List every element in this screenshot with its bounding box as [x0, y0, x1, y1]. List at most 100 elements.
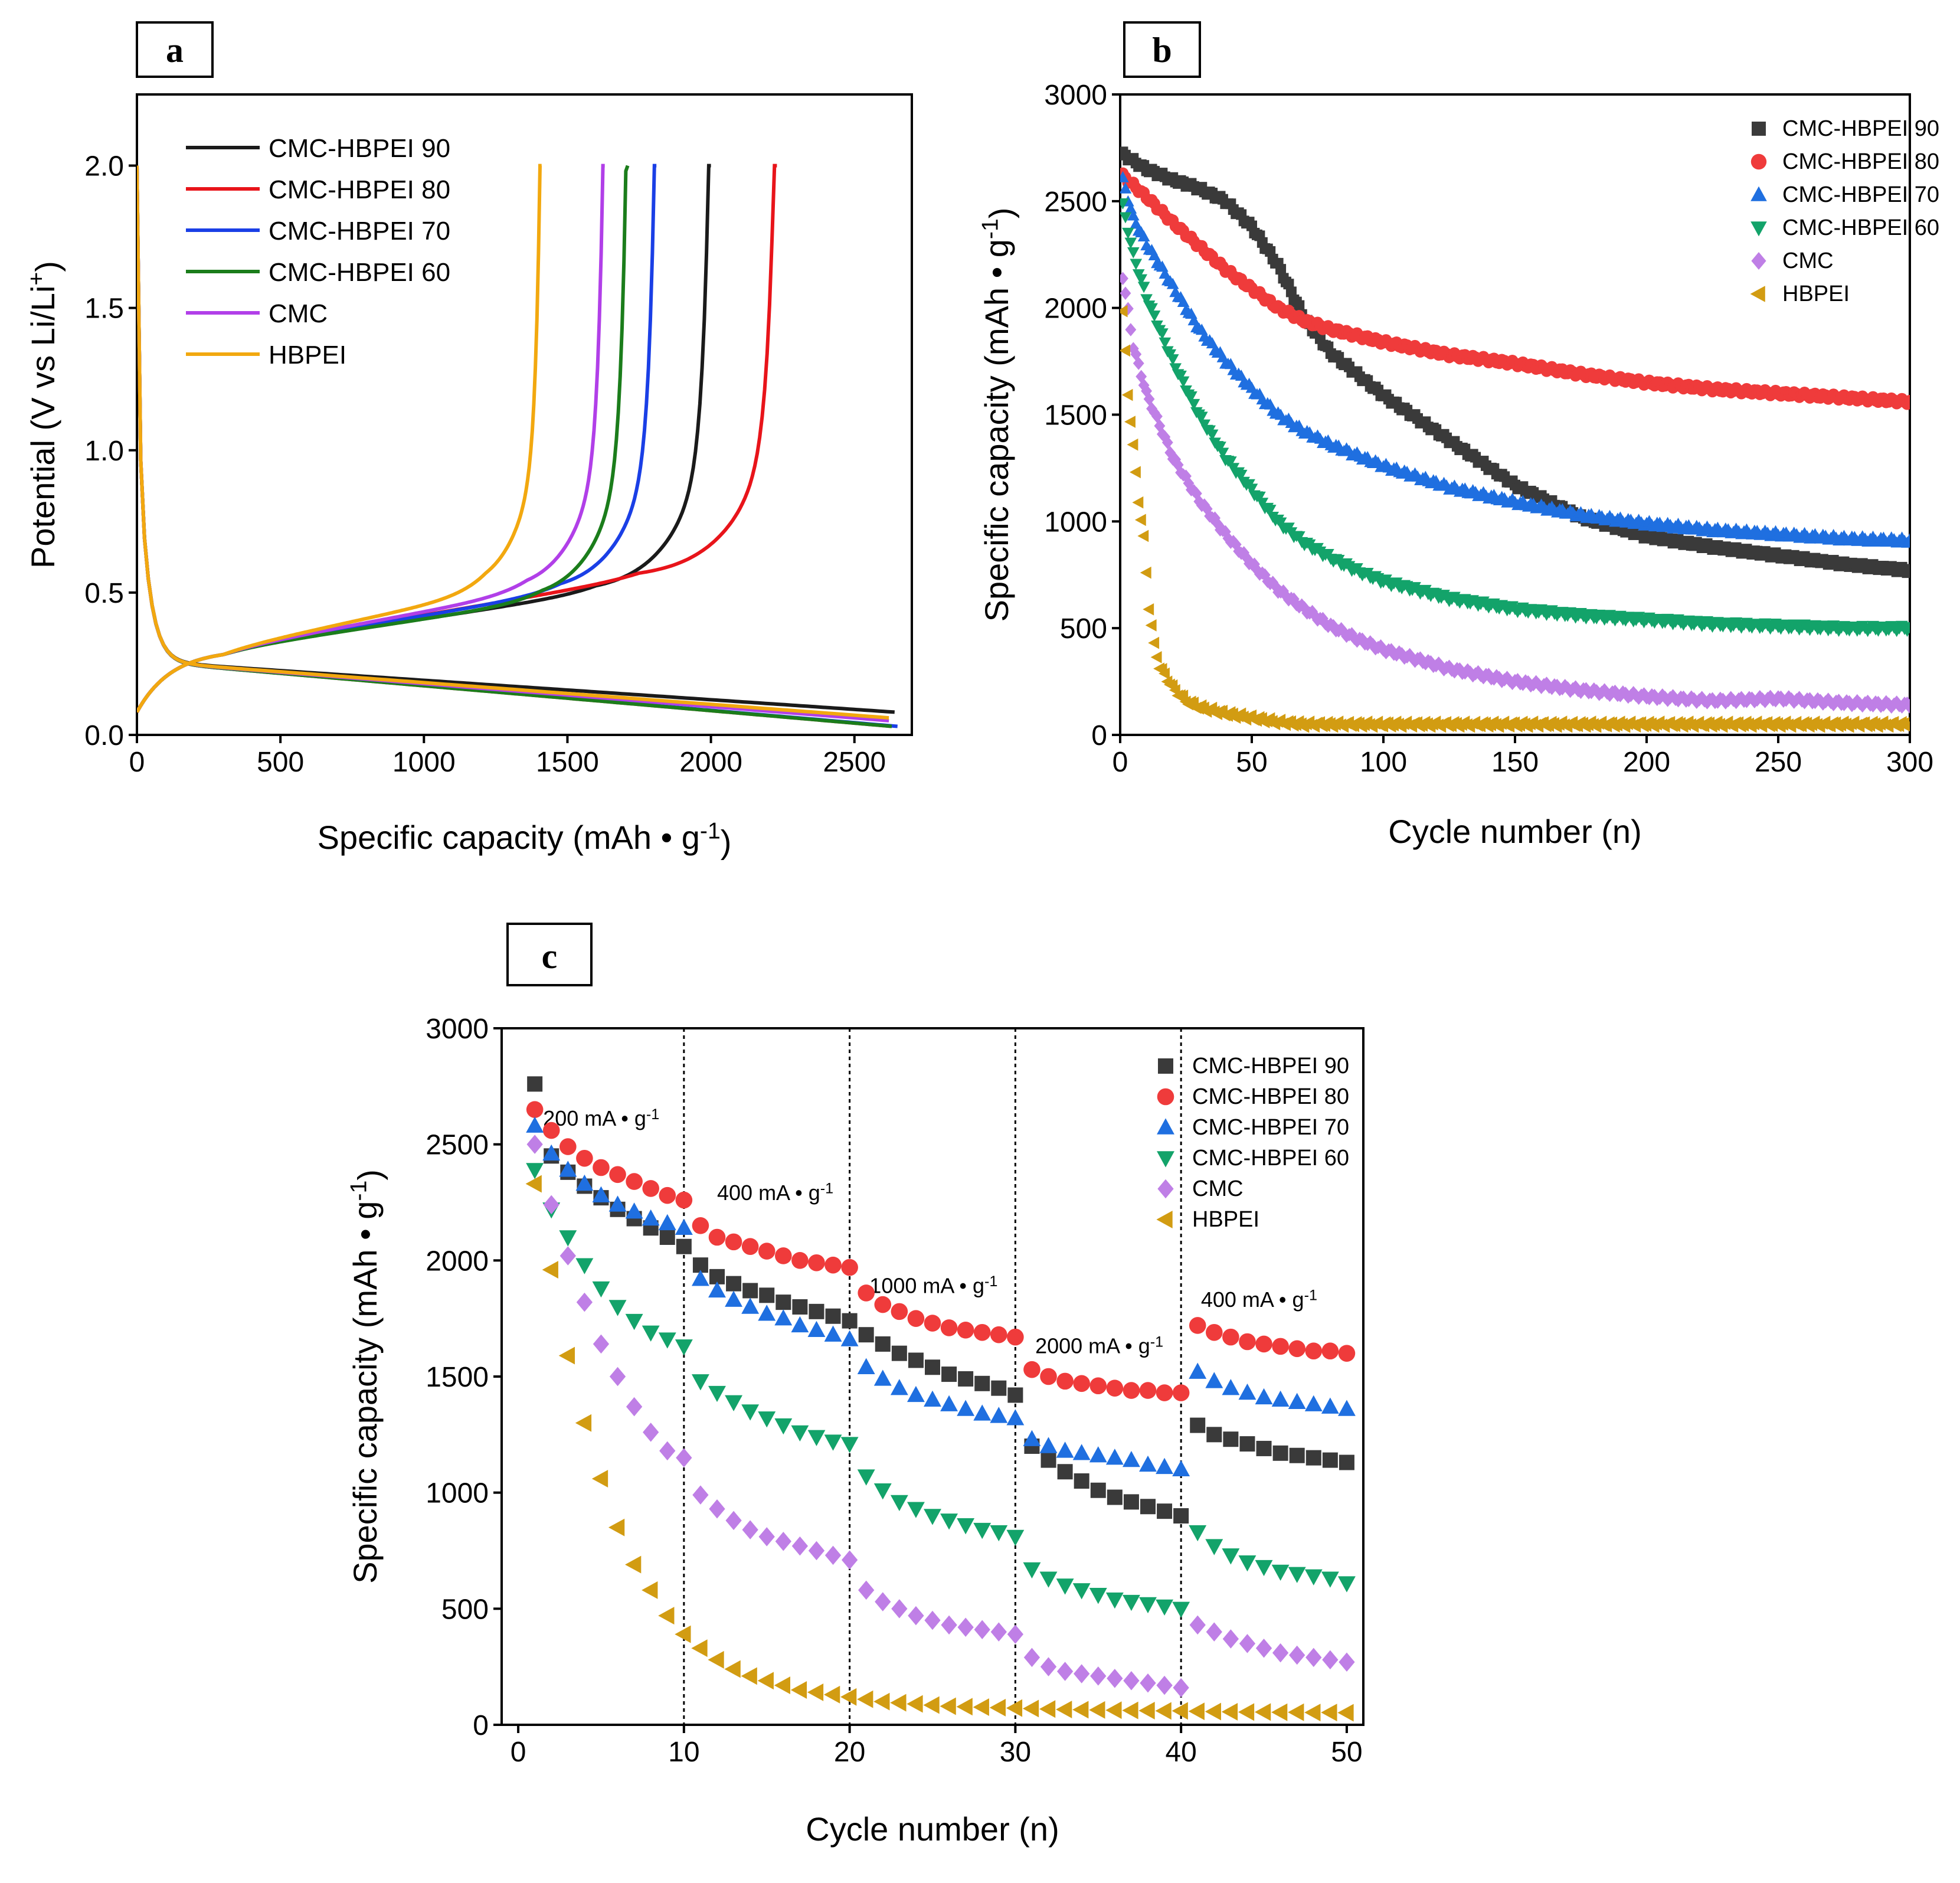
point-cmc-hbpei-80: [1040, 1368, 1057, 1385]
x-tick-label: 200: [1623, 747, 1670, 778]
point-hbpei: [1188, 1702, 1205, 1721]
point-cmc: [1309, 609, 1321, 623]
point-hbpei: [591, 1470, 608, 1488]
point-cmc: [824, 1545, 842, 1565]
point-cmc-hbpei-80: [1172, 1384, 1190, 1401]
point-cmc-hbpei-60: [1271, 1564, 1290, 1581]
point-cmc: [1074, 1664, 1090, 1683]
point-cmc-hbpei-60: [1156, 1599, 1174, 1616]
panel-a: 0 500 1000 1500 2000 2500 0.0 0.5 1.0 1.5 2.0 a Spec…: [24, 21, 913, 861]
point-cmc-hbpei-60: [1288, 1567, 1306, 1583]
point-cmc-hbpei-80: [1206, 1323, 1223, 1341]
point-hbpei: [708, 1650, 724, 1669]
point-cmc-hbpei-60: [1189, 1525, 1207, 1542]
rate-label: 400 mA • g-1: [1201, 1287, 1317, 1312]
y-tick-label: 0: [473, 1710, 489, 1741]
point-hbpei: [989, 1698, 1006, 1717]
point-cmc-hbpei-70: [1156, 1457, 1174, 1475]
point-cmc-hbpei-80: [526, 1101, 544, 1118]
legend-label-cmc-hbpei-70: CMC-HBPEI 70: [1782, 182, 1939, 207]
point-cmc-hbpei-60: [608, 1300, 627, 1316]
point-cmc-hbpei-60: [1130, 259, 1143, 270]
point-cmc: [1123, 1671, 1140, 1691]
point-hbpei: [1288, 1703, 1304, 1721]
point-cmc: [1148, 406, 1160, 420]
point-hbpei: [1006, 1699, 1023, 1717]
point-cmc-hbpei-80: [593, 1159, 610, 1176]
point-hbpei: [790, 1681, 807, 1699]
point-cmc-hbpei-60: [1146, 303, 1158, 315]
point-cmc: [1189, 1615, 1206, 1635]
point-hbpei: [575, 1414, 592, 1432]
point-cmc: [1056, 1662, 1074, 1681]
point-cmc-hbpei-80: [891, 1303, 908, 1320]
legend-marker-cmc-hbpei-80: [1750, 153, 1767, 170]
point-hbpei: [1056, 1701, 1072, 1718]
x-tick-label: 100: [1360, 747, 1407, 778]
legend-marker-hbpei: [1750, 286, 1765, 302]
x-axis-label: Cycle number (n): [806, 1810, 1059, 1848]
point-cmc: [1040, 1657, 1057, 1676]
point-hbpei: [923, 1696, 940, 1714]
point-cmc-hbpei-90: [1289, 1447, 1305, 1463]
point-cmc-hbpei-80: [708, 1228, 726, 1246]
point-cmc-hbpei-80: [642, 1180, 659, 1197]
point-cmc: [1090, 1666, 1107, 1686]
legend-label-cmc-hbpei-70: CMC-HBPEI 70: [269, 217, 450, 246]
point-hbpei: [1022, 1699, 1039, 1718]
legend-label-cmc-hbpei-60: CMC-HBPEI 60: [269, 258, 450, 287]
point-cmc-hbpei-90: [1090, 1482, 1106, 1498]
point-hbpei: [1140, 566, 1151, 579]
point-cmc: [1904, 700, 1910, 714]
point-cmc-hbpei-60: [1235, 469, 1248, 481]
point-cmc-hbpei-90: [1190, 1417, 1206, 1433]
point-cmc-hbpei-90: [1223, 1431, 1239, 1447]
point-cmc: [1339, 1652, 1355, 1672]
point-hbpei: [1271, 1703, 1288, 1721]
point-cmc: [1141, 384, 1153, 398]
point-cmc: [1838, 698, 1850, 711]
point-cmc-hbpei-60: [907, 1502, 925, 1518]
point-cmc-hbpei-70: [608, 1195, 627, 1212]
x-tick-label: 1500: [536, 747, 599, 778]
y-tick-label: 2000: [1044, 293, 1107, 325]
point-cmc-hbpei-70: [1189, 1362, 1207, 1379]
point-cmc-hbpei-80: [1156, 1384, 1173, 1401]
point-cmc-hbpei-60: [1139, 1597, 1157, 1614]
point-cmc: [593, 1334, 610, 1354]
point-cmc-hbpei-60: [1321, 1571, 1339, 1588]
point-cmc: [1125, 323, 1137, 336]
y-tick-label: 1000: [1044, 506, 1107, 538]
legend-label-cmc-hbpei-90: CMC-HBPEI 90: [269, 134, 450, 163]
point-cmc-hbpei-70: [575, 1174, 594, 1191]
point-cmc-hbpei-70: [873, 1369, 892, 1386]
point-cmc-hbpei-90: [1206, 1427, 1222, 1443]
point-cmc-hbpei-60: [1105, 1592, 1124, 1609]
point-cmc: [775, 1532, 791, 1551]
legend-label-cmc-hbpei-90: CMC-HBPEI 90: [1192, 1054, 1349, 1078]
y-tick-label: 3000: [426, 1014, 489, 1045]
point-hbpei: [1120, 344, 1131, 357]
y-tick-label: 0: [1091, 720, 1107, 751]
point-cmc-hbpei-60: [940, 1513, 958, 1530]
panel-label-box: [1123, 21, 1201, 78]
point-cmc-hbpei-70: [675, 1218, 693, 1235]
point-hbpei: [774, 1676, 791, 1695]
point-cmc: [725, 1511, 742, 1531]
point-cmc: [1305, 1647, 1322, 1668]
point-hbpei: [1127, 438, 1138, 451]
point-cmc: [1190, 486, 1202, 501]
x-tick-label: 250: [1755, 747, 1802, 778]
point-cmc-hbpei-70: [725, 1290, 743, 1307]
y-tick-label: 3000: [1044, 80, 1107, 111]
legend-marker-cmc: [1157, 1179, 1174, 1199]
point-cmc-hbpei-60: [1156, 328, 1169, 340]
point-cmc-hbpei-60: [1238, 1555, 1257, 1572]
point-cmc-hbpei-70: [1337, 1400, 1356, 1416]
point-cmc-hbpei-60: [642, 1325, 660, 1342]
point-cmc-hbpei-80: [758, 1243, 776, 1260]
point-cmc: [1249, 557, 1260, 571]
point-cmc-hbpei-80: [973, 1323, 991, 1341]
point-cmc-hbpei-80: [1904, 394, 1910, 407]
point-cmc-hbpei-60: [1122, 1594, 1140, 1611]
